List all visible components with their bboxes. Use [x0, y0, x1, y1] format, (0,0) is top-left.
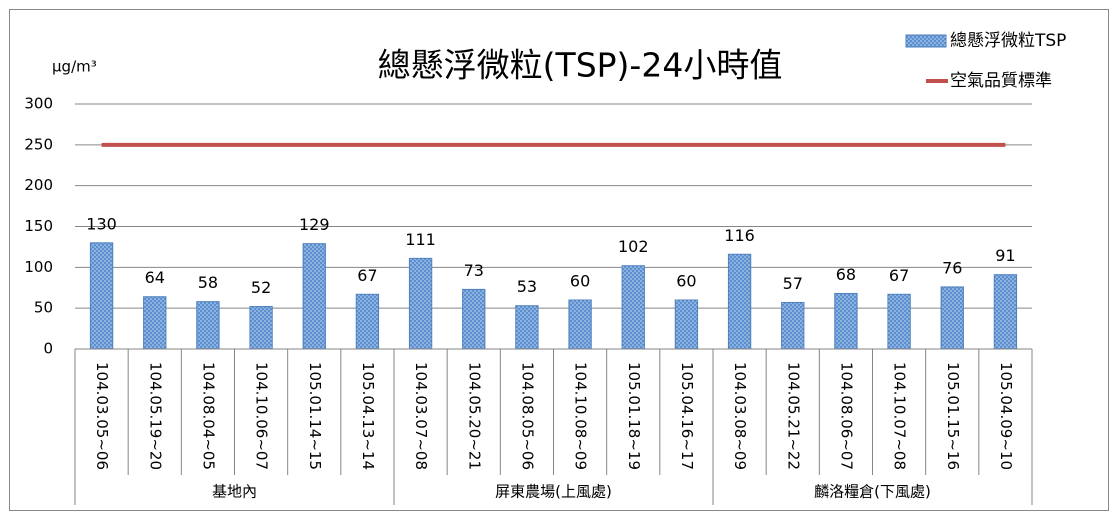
bar — [249, 306, 273, 350]
x-tick-label: 104.05.19~20 — [146, 362, 164, 470]
bar — [568, 299, 592, 350]
x-tick-label: 105.01.15~16 — [944, 362, 962, 470]
x-tick-label: 104.08.04~05 — [199, 362, 217, 470]
x-tick-label: 104.08.06~07 — [837, 362, 855, 470]
x-tick-label: 105.01.18~19 — [625, 362, 643, 470]
data-label: 53 — [517, 277, 537, 296]
x-tick-label: 105.04.09~10 — [997, 362, 1015, 470]
bar — [302, 243, 326, 350]
data-label: 52 — [251, 278, 271, 297]
bar — [674, 299, 699, 350]
data-label: 111 — [405, 230, 436, 249]
data-label: 57 — [783, 274, 803, 293]
bar — [462, 288, 486, 350]
data-label: 64 — [145, 268, 165, 287]
x-tick-label: 104.05.21~22 — [784, 362, 802, 470]
group-label: 麟洛糧倉(下風處) — [814, 483, 931, 501]
data-label: 130 — [86, 214, 117, 233]
bar — [781, 301, 805, 350]
x-tick-label: 104.03.08~09 — [731, 362, 749, 470]
legend-label: 總懸浮微粒TSP — [950, 31, 1066, 51]
data-label: 60 — [676, 272, 696, 291]
y-tick-label: 100 — [24, 258, 53, 276]
x-tick-label: 104.10.06~07 — [253, 362, 271, 470]
bar — [515, 305, 539, 350]
data-label: 129 — [299, 215, 330, 234]
x-tick-label: 105.01.14~15 — [306, 362, 324, 470]
bar — [143, 296, 167, 350]
bar — [887, 293, 911, 350]
data-label: 67 — [357, 266, 377, 285]
bar — [196, 301, 220, 350]
data-label: 102 — [618, 237, 649, 256]
y-tick-label: 0 — [43, 340, 53, 358]
x-tick-label: 104.03.07~08 — [412, 362, 430, 470]
x-tick-label: 104.10.07~08 — [891, 362, 909, 470]
x-tick-label: 105.04.16~17 — [678, 362, 696, 470]
x-tick-label: 105.04.13~14 — [359, 362, 377, 470]
bar — [408, 257, 433, 350]
bar — [621, 265, 645, 350]
x-tick-label: 104.10.08~09 — [572, 362, 590, 470]
bar — [727, 253, 752, 350]
data-label: 76 — [942, 258, 962, 277]
chart-title: 總懸浮微粒(TSP)-24小時值 — [378, 46, 783, 85]
bar — [89, 242, 114, 350]
data-label: 91 — [995, 246, 1015, 265]
y-tick-label: 250 — [24, 135, 53, 153]
bar — [993, 274, 1018, 350]
data-label: 73 — [464, 261, 484, 280]
y-tick-label: 50 — [34, 299, 53, 317]
y-tick-label: 150 — [24, 217, 53, 235]
legend-swatch — [905, 34, 947, 48]
y-tick-label: 200 — [24, 176, 53, 194]
bar — [355, 293, 380, 350]
data-label: 116 — [724, 226, 755, 245]
group-label: 基地內 — [212, 483, 257, 501]
x-tick-label: 104.08.05~06 — [518, 362, 536, 470]
x-tick-label: 104.03.05~06 — [93, 362, 111, 470]
bar — [940, 286, 964, 350]
bar — [834, 292, 858, 350]
data-label: 67 — [889, 266, 909, 285]
x-tick-label: 104.05.20~21 — [465, 362, 483, 470]
y-axis-label: μg/m³ — [52, 58, 97, 76]
data-label: 58 — [198, 273, 218, 292]
group-label: 屏東農場(上風處) — [495, 483, 612, 501]
data-label: 68 — [836, 265, 856, 284]
legend-label: 空氣品質標準 — [950, 71, 1052, 91]
y-tick-label: 300 — [24, 95, 53, 113]
data-label: 60 — [570, 272, 590, 291]
